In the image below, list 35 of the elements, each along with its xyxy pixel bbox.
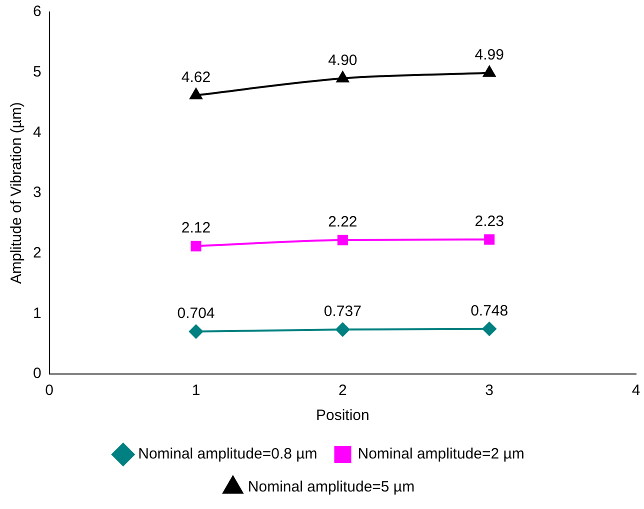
x-tick-label: 4 <box>632 382 640 400</box>
x-tick-label: 0 <box>45 382 54 400</box>
y-tick-label: 6 <box>33 3 42 20</box>
point <box>484 234 495 245</box>
data-label: 4.99 <box>474 46 504 64</box>
y-tick-label: 5 <box>33 63 42 80</box>
y-tick-label: 2 <box>33 244 42 262</box>
data-label: 4.62 <box>181 68 211 86</box>
legend-label: Nominal amplitude=5 µm <box>248 478 415 496</box>
x-tick-label: 2 <box>338 382 347 400</box>
data-label: 2.12 <box>181 220 211 237</box>
point <box>337 234 348 246</box>
y-tick-label: 0 <box>33 365 42 382</box>
y-tick-label: 4 <box>33 124 42 141</box>
point <box>190 240 202 252</box>
x-tick-label: 1 <box>192 382 200 400</box>
x-axis-title: Position <box>316 407 370 424</box>
x-tick-label: 3 <box>485 382 494 400</box>
data-label: 0.704 <box>177 305 215 322</box>
point <box>190 88 202 100</box>
data-label: 4.90 <box>328 52 358 70</box>
point <box>189 324 204 339</box>
legend-label: Nominal amplitude=0.8 µm <box>138 446 318 463</box>
point <box>483 66 496 77</box>
point <box>482 322 496 336</box>
data-label: 2.22 <box>328 214 358 231</box>
point <box>336 71 349 82</box>
y-axis-title: Amplitude of Vibration (µm) <box>8 102 26 284</box>
legend-label: Nominal amplitude=2 µm <box>358 446 524 463</box>
y-tick-label: 3 <box>33 184 42 202</box>
data-label: 2.23 <box>474 213 504 230</box>
data-label: 0.737 <box>324 303 362 320</box>
point <box>336 322 350 337</box>
data-label: 0.748 <box>470 302 508 320</box>
y-tick-label: 1 <box>33 304 42 322</box>
